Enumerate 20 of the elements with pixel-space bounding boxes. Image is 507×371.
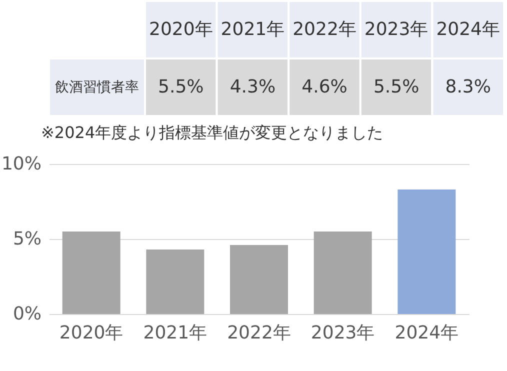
x-tick-label: 2021年 xyxy=(143,322,208,344)
category-label: 2022年 xyxy=(292,18,356,40)
text: 4.6% xyxy=(302,76,348,98)
text: 4.3% xyxy=(230,76,276,98)
category-label: 2020年 xyxy=(148,18,213,40)
x-tick-label: 2022年 xyxy=(227,322,291,344)
y-tick-label: 5% xyxy=(12,228,42,250)
text: 5.5% xyxy=(373,76,420,98)
x-tick-label: 2020年 xyxy=(59,322,124,344)
x-tick-label: 2024年 xyxy=(394,322,459,344)
x-tick-label: 2023年 xyxy=(310,322,375,344)
y-tick-label: 0% xyxy=(12,304,42,324)
text: ※2024年度より指標基準値が変更となりました xyxy=(40,123,384,142)
text: 8.3% xyxy=(445,76,491,98)
category-label: 2023年 xyxy=(364,18,428,40)
text: 飲酒習慣者率 xyxy=(55,79,139,96)
category-label: 2024年 xyxy=(436,18,500,40)
text: 5.5% xyxy=(158,76,204,98)
category-label: 2021年 xyxy=(220,18,285,40)
y-tick-label: 10% xyxy=(1,154,42,174)
